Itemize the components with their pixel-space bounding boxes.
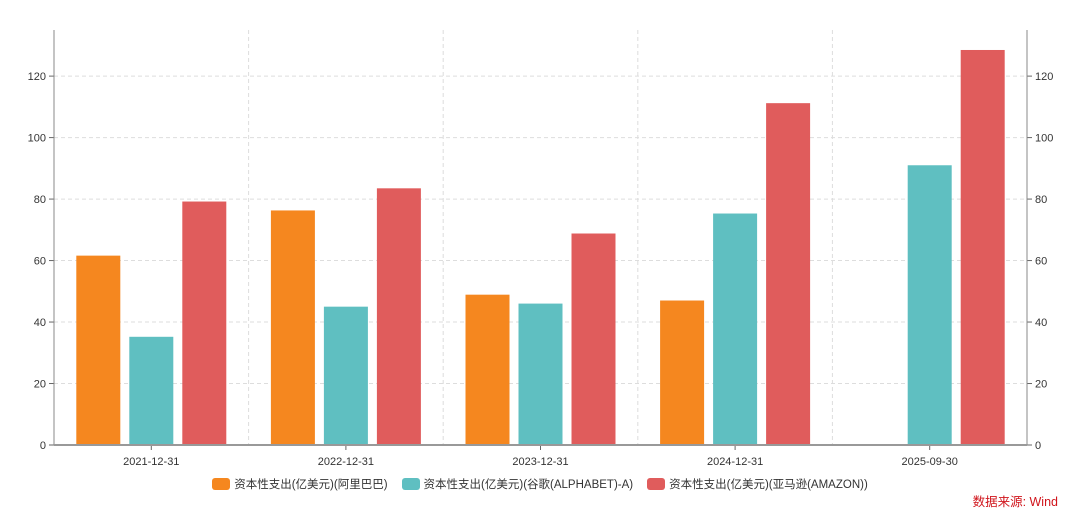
x-tick-label: 2024-12-31 <box>707 456 763 468</box>
y-tick-label-right: 120 <box>1035 71 1053 83</box>
x-tick-label: 2022-12-31 <box>318 456 374 468</box>
bar-3 <box>571 233 616 445</box>
bar-2 <box>713 213 758 445</box>
y-tick-label-left: 80 <box>34 194 46 206</box>
legend-swatch <box>212 478 231 490</box>
x-tick-label: 2025-09-30 <box>902 456 958 468</box>
y-tick-label-left: 0 <box>40 440 46 452</box>
data-source: 数据来源: Wind <box>972 495 1058 509</box>
y-tick-label-right: 0 <box>1035 440 1041 452</box>
legend-label: 资本性支出(亿美元)(亚马逊(AMAZON)) <box>669 479 868 491</box>
legend-item[interactable]: 资本性支出(亿美元)(谷歌(ALPHABET)-A) <box>401 476 634 492</box>
legend-item[interactable]: 资本性支出(亿美元)(亚马逊(AMAZON)) <box>647 476 868 492</box>
y-tick-label-right: 80 <box>1035 194 1047 206</box>
legend-swatch <box>401 478 420 490</box>
bar-1 <box>76 255 121 445</box>
y-tick-label-left: 60 <box>34 256 46 268</box>
x-tick-label: 2021-12-31 <box>123 456 179 468</box>
y-tick-label-left: 20 <box>34 379 46 391</box>
y-tick-label-right: 20 <box>1035 379 1047 391</box>
legend-label: 资本性支出(亿美元)(谷歌(ALPHABET)-A) <box>423 479 634 491</box>
bar-chart: 0 0 20 20 40 40 60 60 80 80 100 100 120 120 2021-12-31… <box>28 30 1053 468</box>
bar-2 <box>323 306 368 445</box>
bar-3 <box>766 103 811 445</box>
bar-3 <box>182 201 227 445</box>
bar-3 <box>960 49 1005 446</box>
bar-1 <box>270 210 315 445</box>
bar-2 <box>129 336 174 445</box>
legend-swatch <box>647 478 666 490</box>
y-tick-label-left: 100 <box>28 133 46 145</box>
bar-3 <box>376 188 421 445</box>
legend-item[interactable]: 资本性支出(亿美元)(阿里巴巴) <box>212 476 388 492</box>
y-tick-label-right: 100 <box>1035 133 1053 145</box>
legend: 资本性支出(亿美元)(阿里巴巴) 资本性支出(亿美元)(谷歌(ALPHABET)-… <box>0 476 1080 492</box>
bar-2 <box>907 165 952 445</box>
bar-1 <box>465 294 510 445</box>
bar-2 <box>518 303 563 445</box>
bar-1 <box>660 300 705 445</box>
legend-label: 资本性支出(亿美元)(阿里巴巴) <box>234 479 388 491</box>
x-tick-label: 2023-12-31 <box>512 456 568 468</box>
y-tick-label-right: 40 <box>1035 317 1047 329</box>
y-tick-label-left: 120 <box>28 71 46 83</box>
y-tick-label-right: 60 <box>1035 256 1047 268</box>
y-tick-label-left: 40 <box>34 317 46 329</box>
